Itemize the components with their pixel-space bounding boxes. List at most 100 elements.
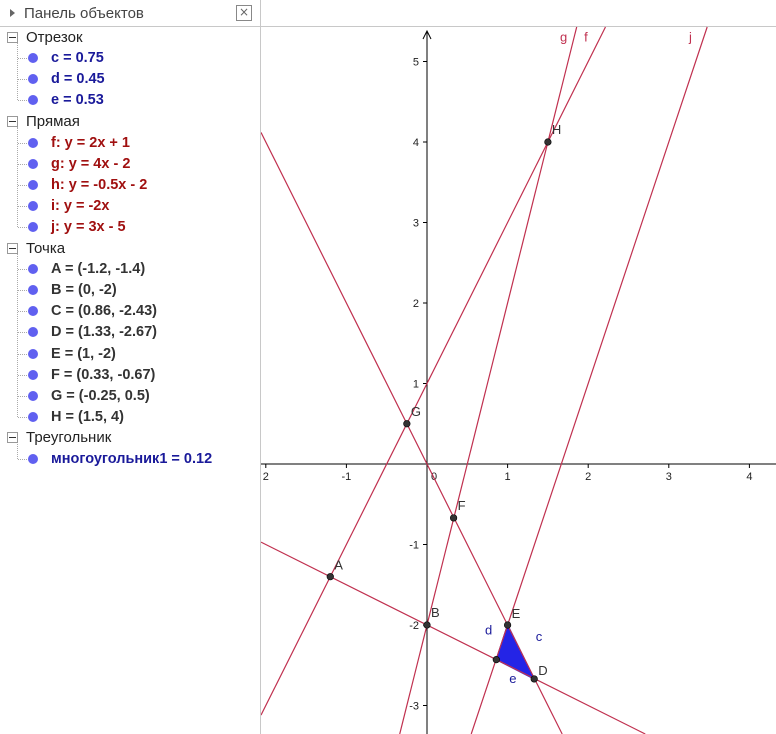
visibility-dot-icon[interactable] xyxy=(28,390,38,401)
object-item[interactable]: C = (0.86, -2.43) xyxy=(28,301,157,321)
object-item-label: g: y = 4x - 2 xyxy=(51,155,131,172)
x-tick-label: 4 xyxy=(746,471,752,483)
object-item-label: h: y = -0.5x - 2 xyxy=(51,176,148,193)
object-item-label: c = 0.75 xyxy=(51,50,104,67)
object-item[interactable]: e = 0.53 xyxy=(28,90,104,110)
x-tick-label: 3 xyxy=(666,471,672,483)
x-tick-label: 1 xyxy=(505,471,511,483)
line-h[interactable] xyxy=(261,541,646,734)
point-label-G: G xyxy=(411,404,421,419)
visibility-dot-icon[interactable] xyxy=(28,348,38,359)
tree-connector xyxy=(18,290,27,292)
visibility-dot-icon[interactable] xyxy=(28,264,38,275)
object-item[interactable]: i: y = -2x xyxy=(28,196,109,216)
collapse-toggle-icon[interactable] xyxy=(7,242,18,254)
y-tick-label: -1 xyxy=(409,540,419,552)
object-item[interactable]: j: y = 3x - 5 xyxy=(28,217,126,237)
point-C[interactable] xyxy=(492,656,500,664)
object-item[interactable]: h: y = -0.5x - 2 xyxy=(28,175,147,195)
category-3[interactable]: Треугольник xyxy=(0,428,111,448)
object-item-label: C = (0.86, -2.43) xyxy=(51,303,157,320)
point-label-A: A xyxy=(334,558,343,573)
object-item[interactable]: D = (1.33, -2.67) xyxy=(28,322,157,342)
object-item-label: F = (0.33, -0.67) xyxy=(51,366,156,383)
visibility-dot-icon[interactable] xyxy=(28,221,38,232)
tree-connector xyxy=(18,269,27,271)
expand-triangle-icon[interactable] xyxy=(10,9,15,17)
y-tick-label: 5 xyxy=(413,57,419,69)
panel-title: Панель объектов xyxy=(24,4,144,22)
line-label-g: g xyxy=(560,29,567,44)
tree-connector xyxy=(18,205,27,207)
panel-header[interactable]: Панель объектов × xyxy=(0,0,260,27)
collapse-toggle-icon[interactable] xyxy=(7,432,18,444)
visibility-dot-icon[interactable] xyxy=(28,454,38,464)
collapse-toggle-icon[interactable] xyxy=(7,31,18,43)
graphics-toolbar xyxy=(261,0,776,27)
line-i[interactable] xyxy=(261,132,563,734)
visibility-dot-icon[interactable] xyxy=(28,411,38,422)
collapse-toggle-icon[interactable] xyxy=(7,115,18,127)
visibility-dot-icon[interactable] xyxy=(28,158,38,169)
tree-connector xyxy=(18,374,27,376)
point-B[interactable] xyxy=(423,621,431,629)
object-item[interactable]: F = (0.33, -0.67) xyxy=(28,365,155,385)
tree-connector xyxy=(18,100,27,102)
object-item[interactable]: A = (-1.2, -1.4) xyxy=(28,259,145,279)
object-item[interactable]: E = (1, -2) xyxy=(28,344,116,364)
visibility-dot-icon[interactable] xyxy=(28,95,38,106)
object-item-label: d = 0.45 xyxy=(51,71,105,88)
object-item-label: G = (-0.25, 0.5) xyxy=(51,387,150,404)
x-tick-label: 2 xyxy=(263,471,269,483)
visibility-dot-icon[interactable] xyxy=(28,306,38,317)
point-label-B: B xyxy=(431,605,440,620)
visibility-dot-icon[interactable] xyxy=(28,137,38,148)
line-label-j: j xyxy=(688,29,692,44)
object-item[interactable]: G = (-0.25, 0.5) xyxy=(28,386,150,406)
object-item[interactable]: c = 0.75 xyxy=(28,48,104,68)
object-item[interactable]: g: y = 4x - 2 xyxy=(28,154,130,174)
point-G[interactable] xyxy=(403,420,411,428)
visibility-dot-icon[interactable] xyxy=(28,327,38,338)
line-j[interactable] xyxy=(470,26,708,734)
visibility-dot-icon[interactable] xyxy=(28,200,38,211)
object-item[interactable]: H = (1.5, 4) xyxy=(28,407,124,427)
visibility-dot-icon[interactable] xyxy=(28,369,38,380)
tree-connector xyxy=(18,79,27,81)
x-tick-label: -1 xyxy=(342,471,352,483)
object-item-label: f: y = 2x + 1 xyxy=(51,134,130,151)
category-label: Точка xyxy=(26,239,66,257)
category-0[interactable]: Отрезок xyxy=(0,27,83,47)
point-E[interactable] xyxy=(504,621,512,629)
point-D[interactable] xyxy=(530,675,538,683)
tree-connector xyxy=(18,58,27,60)
point-A[interactable] xyxy=(326,573,334,581)
object-item-label: B = (0, -2) xyxy=(51,282,117,299)
tree-connector xyxy=(18,416,27,418)
visibility-dot-icon[interactable] xyxy=(28,74,38,85)
point-F[interactable] xyxy=(449,514,458,522)
visibility-dot-icon[interactable] xyxy=(28,53,38,64)
category-label: Треугольник xyxy=(26,429,112,447)
y-tick-label: -2 xyxy=(409,620,419,632)
tree-connector xyxy=(17,43,18,101)
object-item[interactable]: d = 0.45 xyxy=(28,69,105,89)
object-item[interactable]: f: y = 2x + 1 xyxy=(28,133,130,153)
object-item-label: i: y = -2x xyxy=(51,197,110,214)
line-label-f: f xyxy=(584,29,588,44)
category-label: Прямая xyxy=(26,112,80,130)
category-2[interactable]: Точка xyxy=(0,238,65,258)
object-item-label: D = (1.33, -2.67) xyxy=(51,324,157,341)
visibility-dot-icon[interactable] xyxy=(28,285,38,296)
object-item-label: j: y = 3x - 5 xyxy=(51,218,126,235)
category-1[interactable]: Прямая xyxy=(0,111,80,131)
tree-connector xyxy=(18,395,27,397)
object-item[interactable]: многоугольник1 = 0.12 xyxy=(28,449,212,469)
close-icon[interactable]: × xyxy=(236,5,252,21)
point-H[interactable] xyxy=(544,138,552,146)
y-tick-label: -3 xyxy=(409,701,419,713)
object-item-label: H = (1.5, 4) xyxy=(51,408,124,425)
object-item[interactable]: B = (0, -2) xyxy=(28,280,117,300)
visibility-dot-icon[interactable] xyxy=(28,179,38,190)
